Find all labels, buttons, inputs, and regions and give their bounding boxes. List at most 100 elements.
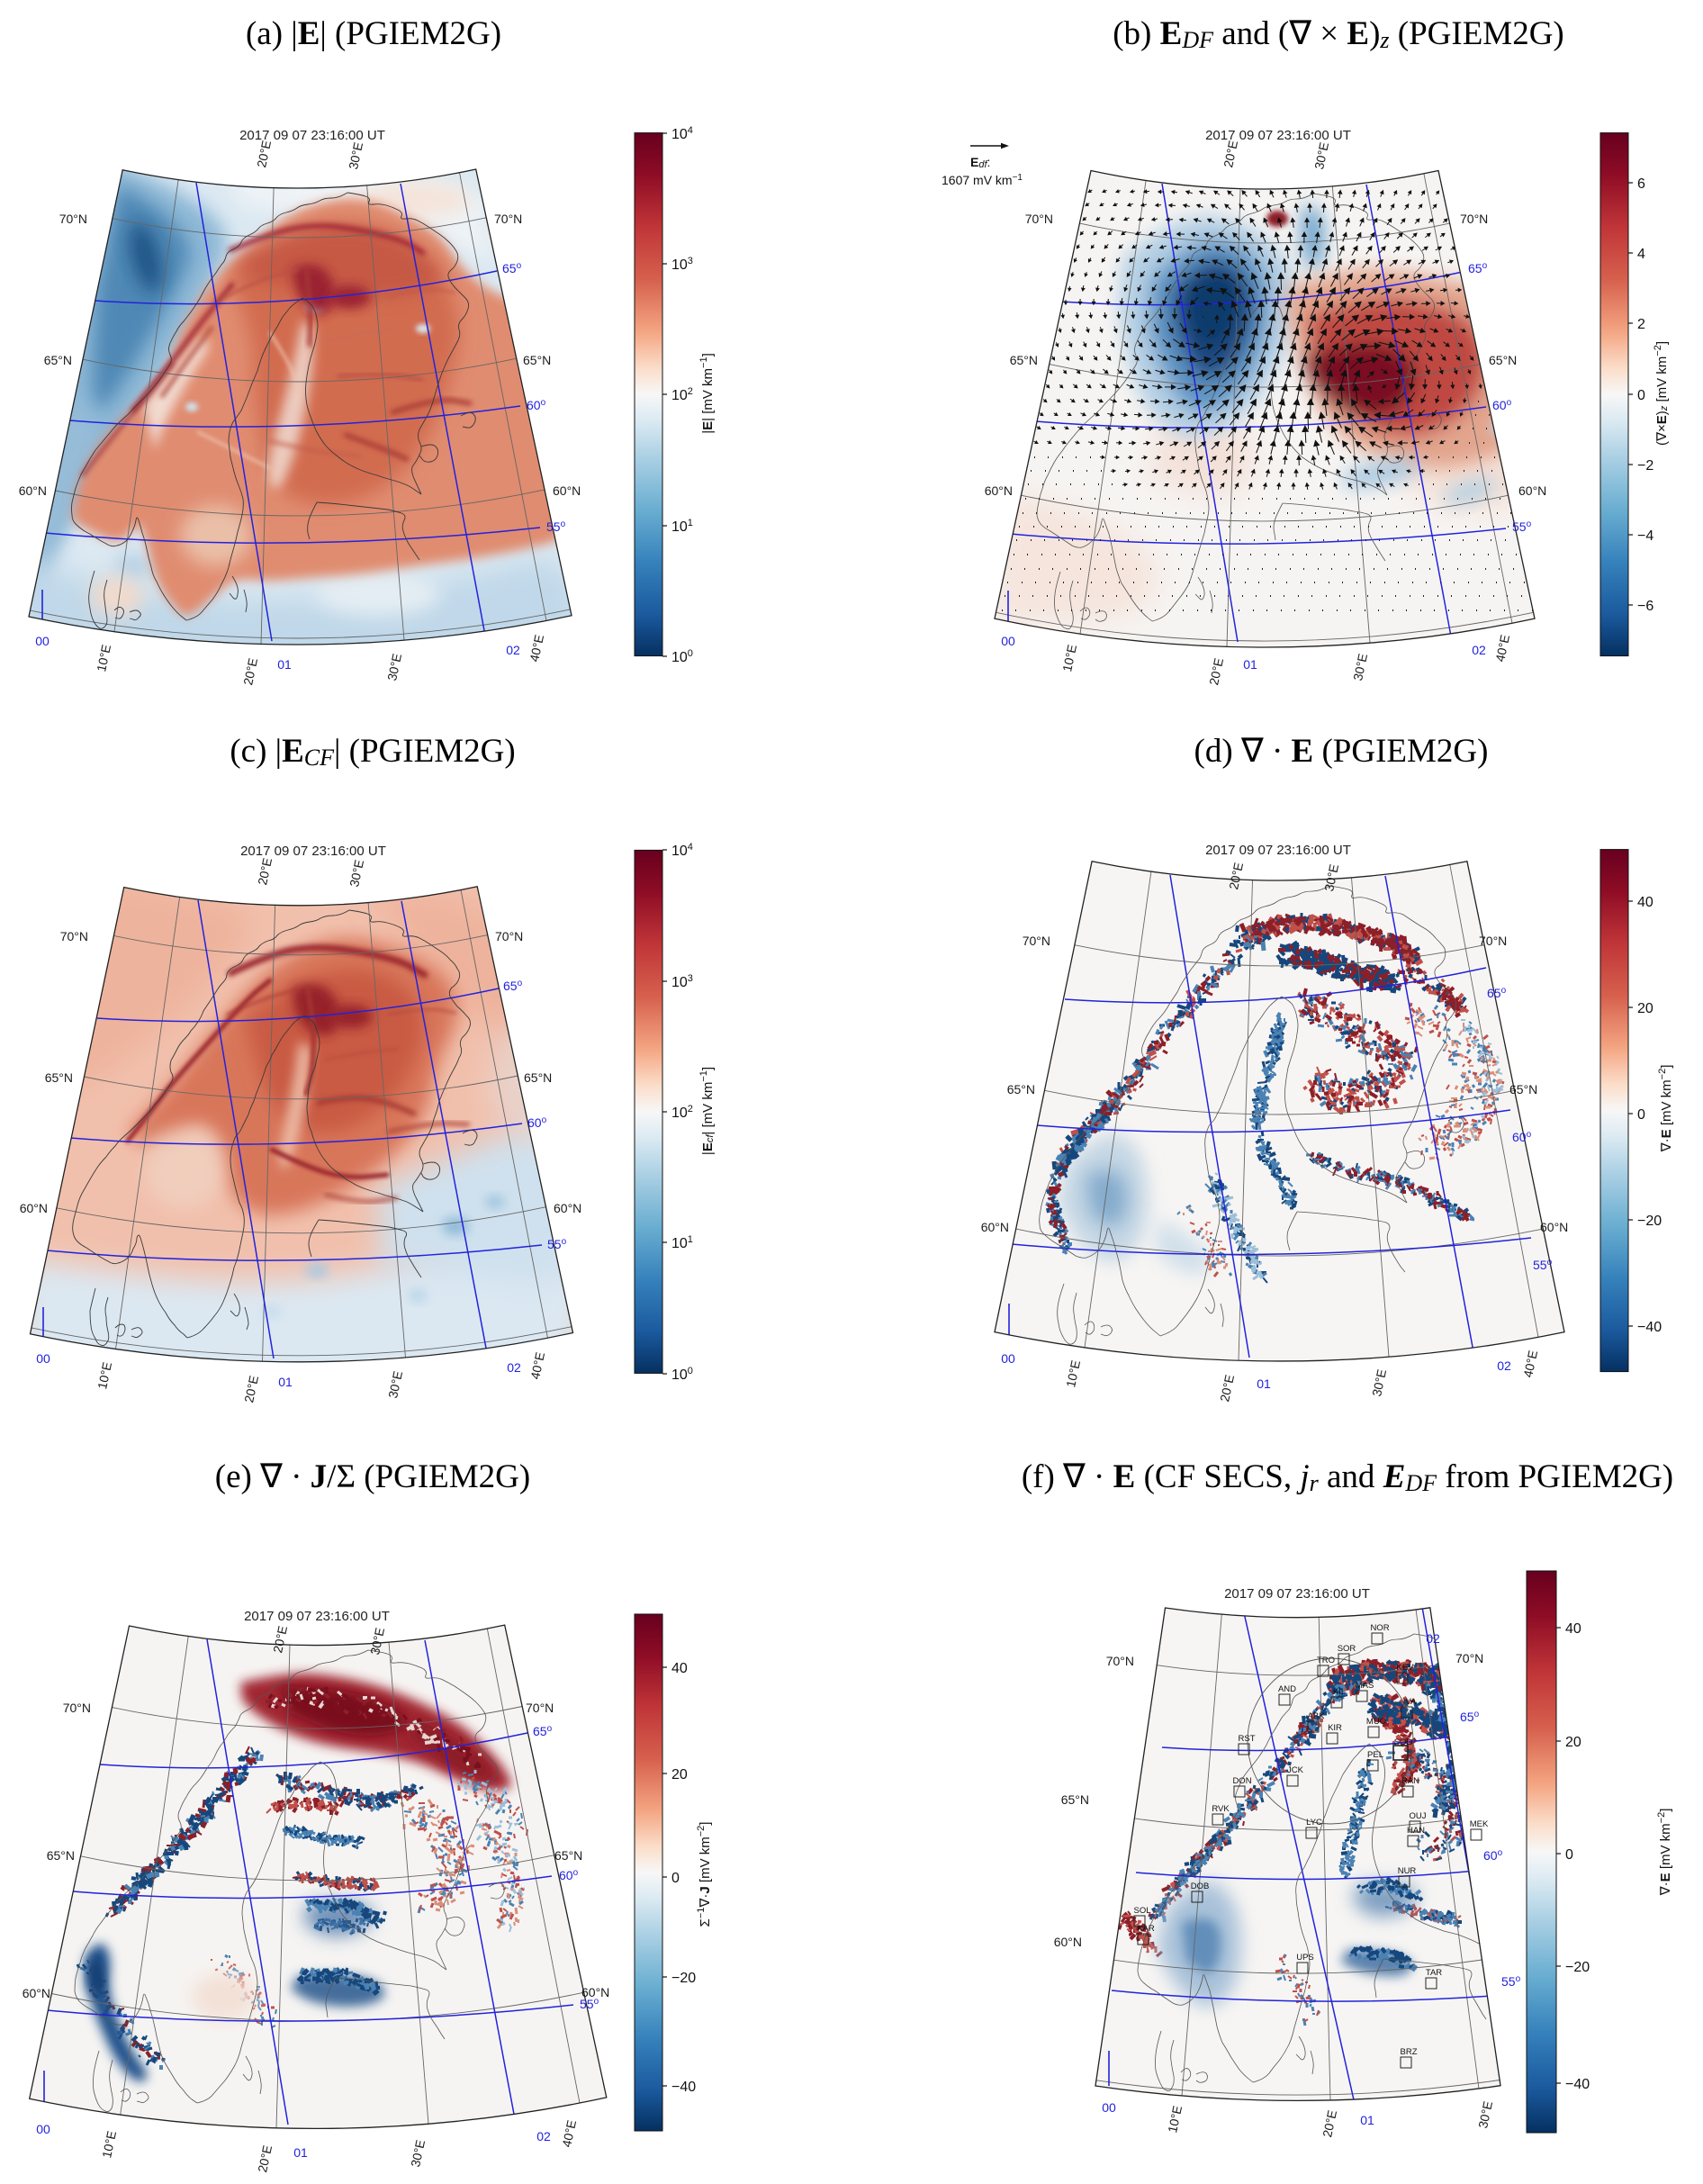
svg-text:4: 4 bbox=[1637, 247, 1645, 262]
svg-text:2017 09 07 23:16:00 UT: 2017 09 07 23:16:00 UT bbox=[1205, 128, 1351, 143]
svg-text:KIL: KIL bbox=[1333, 1687, 1346, 1697]
svg-text:70°N: 70°N bbox=[1460, 212, 1488, 226]
svg-text:60°N: 60°N bbox=[985, 483, 1013, 498]
svg-text:40: 40 bbox=[1565, 1621, 1581, 1637]
svg-text:30°E: 30°E bbox=[1311, 140, 1331, 170]
svg-text:10°E: 10°E bbox=[99, 2129, 119, 2159]
svg-text:65°N: 65°N bbox=[47, 1848, 75, 1863]
svg-text:60°N: 60°N bbox=[1054, 1935, 1082, 1949]
svg-text:20°E: 20°E bbox=[1206, 656, 1226, 686]
svg-text:70°N: 70°N bbox=[1106, 1654, 1134, 1668]
svg-text:TAR: TAR bbox=[1426, 1968, 1442, 1978]
svg-text:30°E: 30°E bbox=[367, 1626, 387, 1656]
svg-text:DON: DON bbox=[1232, 1776, 1251, 1786]
svg-text:2017 09 07 23:16:00 UT: 2017 09 07 23:16:00 UT bbox=[239, 128, 385, 143]
svg-text:DOB: DOB bbox=[1191, 1882, 1210, 1891]
svg-text:RVK: RVK bbox=[1212, 1804, 1230, 1814]
svg-text:70°N: 70°N bbox=[60, 929, 88, 943]
svg-text:2017 09 07 23:16:00 UT: 2017 09 07 23:16:00 UT bbox=[244, 1609, 390, 1624]
svg-text:2: 2 bbox=[1637, 317, 1645, 332]
svg-text:−6: −6 bbox=[1637, 599, 1653, 614]
svg-text:20: 20 bbox=[671, 1767, 688, 1782]
svg-text:65°N: 65°N bbox=[45, 1070, 73, 1085]
svg-text:TRO: TRO bbox=[1317, 1656, 1335, 1665]
svg-text:65°N: 65°N bbox=[1489, 353, 1517, 367]
svg-text:1607 mV km−1: 1607 mV km−1 bbox=[942, 173, 1023, 188]
svg-text:10°E: 10°E bbox=[1063, 1358, 1083, 1388]
svg-text:70°N: 70°N bbox=[1455, 1651, 1483, 1665]
svg-text:0: 0 bbox=[671, 1871, 680, 1886]
svg-text:65°N: 65°N bbox=[524, 1070, 552, 1085]
svg-text:30°E: 30°E bbox=[1369, 1367, 1389, 1397]
svg-text:20°E: 20°E bbox=[240, 656, 260, 686]
svg-text:JCK: JCK bbox=[1287, 1765, 1304, 1775]
svg-text:02: 02 bbox=[536, 2129, 551, 2143]
svg-text:(c) |ECF| (PGIEM2G): (c) |ECF| (PGIEM2G) bbox=[230, 733, 515, 771]
svg-text:00: 00 bbox=[1001, 634, 1015, 648]
svg-text:20°E: 20°E bbox=[254, 139, 274, 168]
svg-text:RST: RST bbox=[1239, 1734, 1256, 1744]
svg-text:20°E: 20°E bbox=[1221, 139, 1240, 168]
svg-text:01: 01 bbox=[1257, 1376, 1271, 1391]
svg-text:70°N: 70°N bbox=[526, 1701, 554, 1715]
svg-text:LYC: LYC bbox=[1306, 1818, 1322, 1828]
svg-text:60°N: 60°N bbox=[553, 483, 581, 498]
svg-text:IVA: IVA bbox=[1403, 1697, 1417, 1707]
svg-text:30°E: 30°E bbox=[1350, 652, 1370, 681]
svg-text:20°E: 20°E bbox=[255, 856, 275, 886]
svg-text:30°E: 30°E bbox=[347, 858, 366, 888]
svg-text:02: 02 bbox=[1472, 643, 1486, 657]
svg-text:30°E: 30°E bbox=[1475, 2099, 1495, 2129]
svg-text:60°N: 60°N bbox=[20, 1201, 48, 1215]
svg-text:(e) ∇ · J/Σ (PGIEM2G): (e) ∇ · J/Σ (PGIEM2G) bbox=[215, 1458, 530, 1495]
svg-text:60°N: 60°N bbox=[581, 1985, 609, 1999]
svg-text:|E| [mV km−1]: |E| [mV km−1] bbox=[698, 353, 716, 434]
svg-text:70°N: 70°N bbox=[59, 212, 87, 226]
svg-text:(b) EDF and (∇ × E)z (PGIEM2G): (b) EDF and (∇ × E)z (PGIEM2G) bbox=[1113, 15, 1564, 53]
svg-text:20: 20 bbox=[1637, 1001, 1653, 1016]
svg-text:70°N: 70°N bbox=[1025, 212, 1053, 226]
svg-text:AND: AND bbox=[1278, 1684, 1296, 1694]
svg-text:01: 01 bbox=[277, 657, 292, 672]
svg-text:SOR: SOR bbox=[1338, 1644, 1356, 1654]
svg-text:00: 00 bbox=[36, 2122, 50, 2136]
svg-text:HAN: HAN bbox=[1407, 1826, 1425, 1836]
svg-text:Σ−1∇·J [mV km−2]: Σ−1∇·J [mV km−2] bbox=[696, 1822, 713, 1927]
svg-text:65°N: 65°N bbox=[523, 353, 551, 367]
svg-text:KIR: KIR bbox=[1328, 1723, 1342, 1733]
svg-text:60°N: 60°N bbox=[23, 1986, 50, 2000]
svg-text:01: 01 bbox=[1243, 657, 1257, 672]
svg-text:65°N: 65°N bbox=[1509, 1082, 1537, 1097]
svg-text:PEL: PEL bbox=[1367, 1750, 1383, 1760]
svg-text:02: 02 bbox=[506, 643, 520, 657]
svg-text:01: 01 bbox=[1360, 2113, 1374, 2127]
svg-text:40°E: 40°E bbox=[559, 2118, 579, 2148]
svg-text:65°N: 65°N bbox=[554, 1848, 582, 1863]
svg-text:−20: −20 bbox=[1637, 1214, 1662, 1229]
svg-text:(f) ∇ · E (CF SECS, jr and EDF: (f) ∇ · E (CF SECS, jr and EDF from PGIE… bbox=[1022, 1458, 1673, 1496]
svg-text:KAR: KAR bbox=[1137, 1924, 1155, 1934]
svg-text:70°N: 70°N bbox=[494, 212, 522, 226]
svg-text:65°N: 65°N bbox=[1007, 1082, 1035, 1097]
svg-text:65°N: 65°N bbox=[1061, 1792, 1089, 1807]
svg-text:60°N: 60°N bbox=[1518, 483, 1546, 498]
svg-text:−40: −40 bbox=[1637, 1320, 1662, 1335]
svg-text:MAS: MAS bbox=[1356, 1681, 1374, 1691]
svg-text:00: 00 bbox=[35, 634, 50, 648]
svg-text:65°N: 65°N bbox=[1010, 353, 1038, 367]
svg-text:20°E: 20°E bbox=[241, 1374, 261, 1403]
svg-text:10°E: 10°E bbox=[94, 643, 113, 672]
svg-text:60°N: 60°N bbox=[981, 1220, 1009, 1234]
svg-text:00: 00 bbox=[1001, 1351, 1015, 1366]
svg-text:RAN: RAN bbox=[1401, 1776, 1419, 1786]
svg-text:20°E: 20°E bbox=[1217, 1373, 1237, 1403]
svg-text:(∇×E)z [mV km−2]: (∇×E)z [mV km−2] bbox=[1653, 341, 1670, 446]
svg-text:60°N: 60°N bbox=[1540, 1220, 1568, 1234]
svg-text:−20: −20 bbox=[671, 1971, 696, 1986]
svg-text:70°N: 70°N bbox=[495, 929, 523, 943]
svg-text:10°E: 10°E bbox=[95, 1360, 114, 1390]
svg-text:30°E: 30°E bbox=[346, 140, 365, 170]
svg-text:NOR: NOR bbox=[1370, 1623, 1389, 1633]
svg-text:0: 0 bbox=[1565, 1847, 1573, 1863]
svg-text:01: 01 bbox=[293, 2145, 308, 2160]
